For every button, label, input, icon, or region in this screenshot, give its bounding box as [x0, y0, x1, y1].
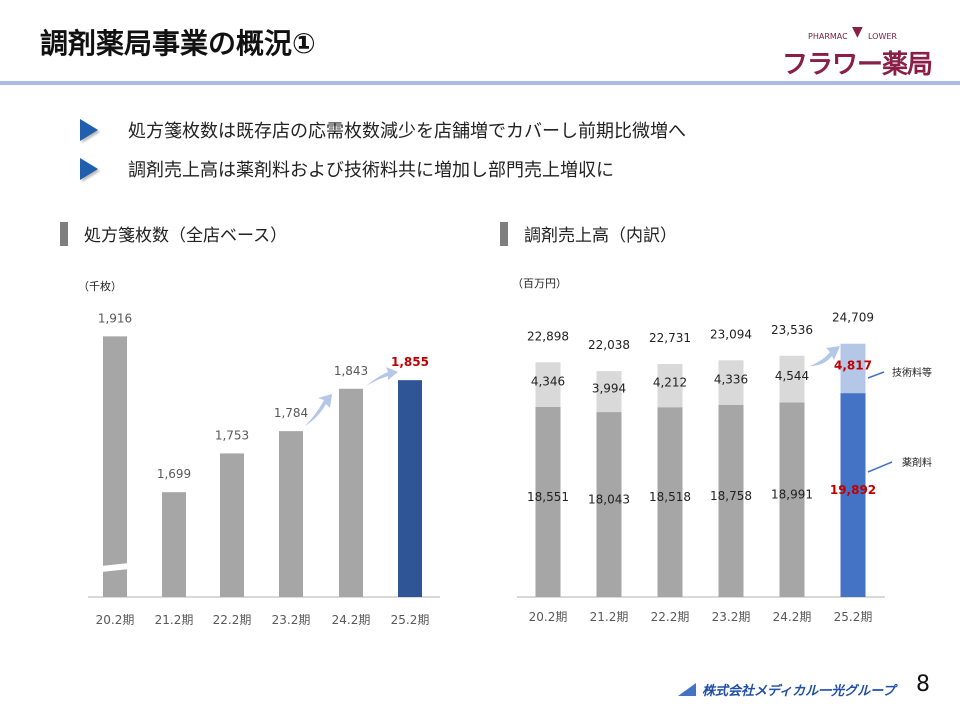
bar-25.2期	[398, 380, 422, 597]
page-title: 調剤薬局事業の概況①	[40, 27, 316, 60]
bar-21.2期	[162, 492, 186, 597]
data-label: 1,843	[334, 364, 368, 378]
header-divider	[0, 81, 960, 85]
triangle-bullet-icon	[80, 158, 98, 180]
technical-fee-label: 3,994	[592, 382, 626, 396]
bar-drug-fee-20.2期	[535, 406, 561, 597]
data-label: 1,855	[391, 355, 429, 369]
total-label: 23,536	[771, 323, 813, 337]
technical-fee-label: 4,817	[834, 358, 872, 372]
x-tick-label: 22.2期	[651, 610, 690, 624]
drug-fee-label: 18,043	[588, 493, 630, 507]
bar-drug-fee-25.2期	[840, 393, 866, 597]
page-number: 8	[916, 672, 930, 697]
bar-technical-fee-23.2期	[718, 360, 744, 405]
triangle-bullet-icon	[80, 119, 98, 141]
x-tick-label: 24.2期	[773, 610, 812, 624]
technical-fee-label: 4,544	[775, 369, 809, 383]
bar-drug-fee-24.2期	[779, 402, 805, 597]
growth-arrow-icon	[810, 346, 840, 366]
total-label: 24,709	[832, 311, 874, 325]
legend-technical-fee: 技術料等	[892, 366, 932, 379]
legend-leader-line	[867, 371, 885, 379]
company-name: 株式会社メディカル一光グループ	[702, 684, 896, 699]
axis-break-mark	[101, 563, 129, 572]
logo-small-left: PHARMAC	[808, 32, 848, 41]
total-label: 22,038	[588, 338, 630, 352]
bar-20.2期	[103, 336, 127, 597]
x-tick-label: 21.2期	[155, 613, 194, 627]
technical-fee-label: 4,336	[714, 373, 748, 387]
drug-fee-label: 18,991	[771, 488, 813, 502]
logo-name: フラワー薬局	[782, 50, 933, 80]
bar-drug-fee-23.2期	[718, 404, 744, 597]
x-tick-label: 23.2期	[712, 610, 751, 624]
drug-fee-label: 18,758	[710, 489, 752, 503]
bar-technical-fee-22.2期	[657, 364, 683, 408]
total-label: 22,898	[527, 329, 569, 343]
x-tick-label: 25.2期	[391, 613, 430, 627]
data-label: 1,753	[215, 428, 249, 442]
section-title: 調剤売上高（内訳）	[524, 226, 677, 246]
flower-icon: ▼	[852, 24, 863, 40]
technical-fee-label: 4,212	[653, 376, 687, 390]
drug-fee-label: 19,892	[830, 483, 876, 497]
x-tick-label: 23.2期	[272, 613, 311, 627]
bar-24.2期	[339, 388, 363, 597]
bar-technical-fee-24.2期	[779, 355, 805, 403]
data-label: 1,784	[274, 406, 308, 420]
bullet-2: 調剤売上高は薬剤料および技術料共に増加し部門売上増収に	[80, 156, 614, 182]
data-label: 1,916	[98, 311, 132, 325]
bullet-text: 調剤売上高は薬剤料および技術料共に増加し部門売上増収に	[128, 160, 614, 181]
x-tick-label: 25.2期	[834, 610, 873, 624]
x-tick-label: 21.2期	[590, 610, 629, 624]
section-header-sales: 調剤売上高（内訳）	[500, 221, 677, 246]
section-header-prescriptions: 処方箋枚数（全店ベース）	[60, 221, 287, 246]
triangle-logo-icon	[678, 683, 696, 696]
total-label: 22,731	[649, 331, 691, 345]
legend-leader-line	[867, 461, 893, 473]
growth-arrow-icon	[366, 367, 398, 386]
footer-logo: 株式会社メディカル一光グループ	[678, 680, 895, 699]
x-tick-label: 20.2期	[529, 610, 568, 624]
drug-fee-label: 18,551	[527, 490, 569, 504]
technical-fee-label: 4,346	[531, 375, 565, 389]
x-tick-label: 24.2期	[332, 613, 371, 627]
bar-drug-fee-22.2期	[657, 407, 683, 597]
x-tick-label: 20.2期	[96, 613, 135, 627]
total-label: 23,094	[710, 327, 752, 341]
bar-22.2期	[220, 453, 244, 597]
bar-technical-fee-20.2期	[535, 362, 561, 407]
logo-small-right: LOWER	[868, 32, 897, 41]
data-label: 1,699	[157, 467, 191, 481]
bullet-1: 処方箋枚数は既存店の応需枚数減少を店舗増でカバーし前期比微増へ	[80, 117, 686, 143]
drug-fee-label: 18,518	[649, 490, 691, 504]
unit-label-right: （百万円）	[512, 277, 567, 290]
flower-pharmacy-logo: PHARMAC ▼ LOWER フラワー薬局	[778, 24, 938, 80]
growth-arrow-icon	[305, 394, 332, 426]
x-tick-label: 22.2期	[213, 613, 252, 627]
bar-drug-fee-21.2期	[596, 412, 622, 597]
bar-technical-fee-25.2期	[840, 343, 866, 394]
section-marker	[500, 221, 508, 246]
bar-technical-fee-21.2期	[596, 371, 622, 413]
section-title: 処方箋枚数（全店ベース）	[84, 226, 288, 246]
legend-drug-fee: 薬剤料	[902, 456, 932, 469]
bar-23.2期	[279, 431, 303, 597]
unit-label-left: （千枚）	[78, 280, 122, 293]
bullet-text: 処方箋枚数は既存店の応需枚数減少を店舗増でカバーし前期比微増へ	[128, 121, 686, 142]
section-marker	[60, 221, 68, 246]
